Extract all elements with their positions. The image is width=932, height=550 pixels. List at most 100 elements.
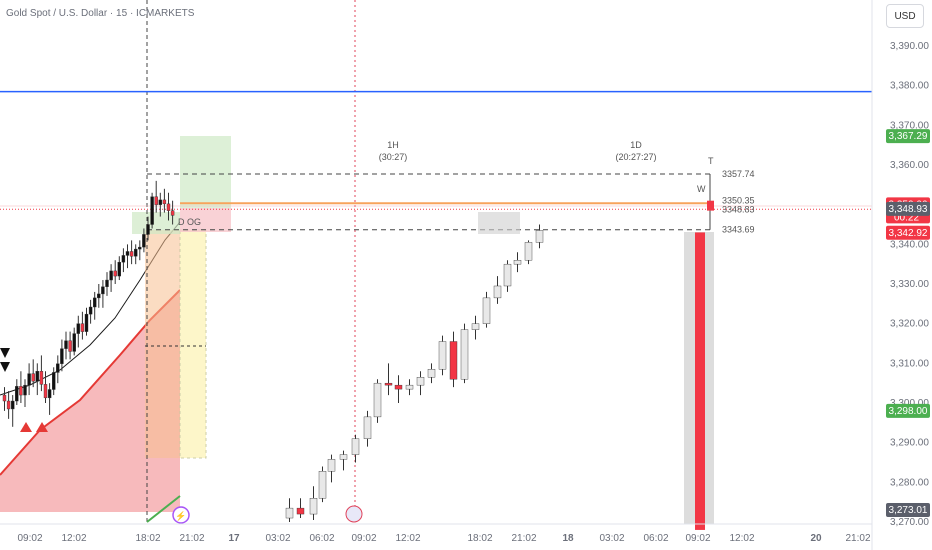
down-triangle-icon [0, 348, 10, 358]
candle-body [394, 384, 403, 390]
green-trend-line [146, 495, 181, 523]
y-tick-label: 3,330.00 [890, 279, 929, 290]
candle [35, 363, 39, 396]
candle [105, 272, 109, 296]
y-tick-label: 3,370.00 [890, 120, 929, 131]
candle [80, 311, 85, 340]
candle [154, 180, 158, 213]
candle [56, 355, 60, 384]
y-tick-label: 3,390.00 [890, 41, 929, 52]
candle-body [503, 263, 512, 287]
candle-body [105, 279, 109, 287]
candle [60, 339, 64, 372]
symbol-title: Gold Spot / U.S. Dollar · 15 · ICMARKETS [6, 8, 195, 19]
candle [471, 315, 480, 340]
candle [142, 228, 146, 253]
price-tag-label: 3,367.29 [889, 131, 928, 142]
y-tick-label: 3,280.00 [890, 477, 929, 488]
candle [460, 323, 469, 384]
candle [405, 379, 414, 396]
t-marker: T [708, 156, 714, 166]
candle [296, 498, 305, 519]
price-tag [886, 129, 930, 144]
candle-body [43, 384, 48, 399]
candle [129, 240, 134, 265]
lightning-icon[interactable] [172, 506, 190, 524]
candle-body [327, 459, 336, 472]
candle-body [427, 369, 436, 378]
candle [138, 240, 142, 261]
candle-body [2, 394, 7, 402]
y-tick-label: 3,340.00 [890, 239, 929, 250]
candle [158, 192, 163, 217]
us-flag-icon[interactable] [345, 505, 363, 523]
level-label-bottom: 3343.69 [722, 225, 755, 235]
candle-body [76, 323, 81, 334]
candle-body [513, 260, 522, 265]
candle-body [384, 382, 393, 386]
down-triangle-icon [0, 362, 10, 372]
candle-body [15, 386, 19, 402]
candle-body [72, 333, 76, 352]
candle-body [296, 507, 305, 515]
candle [524, 240, 533, 265]
profit-zone [180, 136, 231, 208]
candle [39, 355, 44, 392]
candle-body [373, 382, 382, 418]
candle-body [535, 230, 544, 243]
y-tick-label: 3,320.00 [890, 319, 929, 330]
candle [15, 379, 19, 405]
candle [170, 200, 175, 225]
orange-zone [145, 230, 180, 458]
candle [109, 264, 113, 292]
level-label-2: 3350.35 [722, 195, 755, 205]
candle [76, 315, 81, 348]
candle [64, 331, 68, 360]
candle-body [154, 196, 158, 205]
candle-body [92, 297, 97, 308]
candle [535, 224, 544, 249]
candle-body [138, 246, 142, 250]
x-tick-label: 12:02 [395, 533, 420, 544]
candle-body [117, 261, 122, 277]
candle-body [363, 416, 372, 439]
candle [339, 450, 348, 471]
candle [150, 192, 154, 229]
candle-body [113, 270, 117, 277]
candle [52, 367, 56, 396]
candle-body [471, 323, 480, 330]
up-triangle-icon [20, 422, 32, 432]
price-tag-label: 3,348.93 [889, 204, 928, 215]
candle-body [60, 348, 64, 364]
candle-body [6, 400, 11, 410]
y-tick-label: 3,300.00 [890, 398, 929, 409]
candle [43, 371, 48, 403]
y-tick-label: 3,380.00 [890, 81, 929, 92]
session-timer-1d: (20:27:27) [615, 152, 656, 162]
x-tick-label: 03:02 [265, 533, 290, 544]
candle-body [88, 306, 93, 315]
currency-button[interactable]: USD [886, 4, 924, 28]
candle-body [109, 270, 113, 281]
candle [493, 276, 502, 304]
candle [72, 327, 76, 356]
candle [97, 284, 101, 308]
y-tick-label: 3,270.00 [890, 517, 929, 528]
candle [503, 260, 512, 292]
session-timer-1h: (30:27) [379, 152, 408, 162]
trend-fill-area [0, 290, 180, 512]
candle [513, 252, 522, 273]
x-tick-label: 21:02 [179, 533, 204, 544]
x-tick-label: 18 [562, 533, 574, 544]
candle-body [162, 199, 167, 205]
candle-body [133, 248, 138, 257]
x-tick-label: 12:02 [729, 533, 754, 544]
x-tick-label: 20 [810, 533, 822, 544]
candle-body [405, 384, 414, 390]
x-tick-label: 21:02 [511, 533, 536, 544]
candle-body [39, 371, 44, 385]
x-tick-label: 03:02 [599, 533, 624, 544]
candle [125, 244, 130, 269]
